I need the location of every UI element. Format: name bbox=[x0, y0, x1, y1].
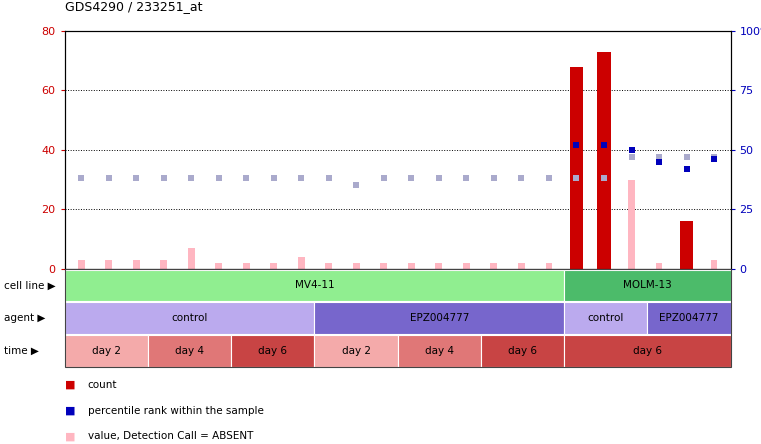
Bar bbox=[518, 263, 525, 269]
Text: day 6: day 6 bbox=[258, 346, 287, 356]
Bar bbox=[655, 263, 663, 269]
Text: day 4: day 4 bbox=[425, 346, 454, 356]
Text: MOLM-13: MOLM-13 bbox=[623, 281, 672, 290]
Bar bbox=[711, 260, 718, 269]
Text: control: control bbox=[587, 313, 624, 323]
Bar bbox=[683, 263, 690, 269]
Bar bbox=[597, 52, 611, 269]
Text: day 2: day 2 bbox=[342, 346, 371, 356]
Bar bbox=[353, 263, 360, 269]
Bar bbox=[298, 257, 304, 269]
Bar bbox=[628, 179, 635, 269]
Bar bbox=[132, 260, 140, 269]
Text: ■: ■ bbox=[65, 380, 75, 390]
Bar bbox=[680, 221, 693, 269]
Bar bbox=[573, 263, 580, 269]
Text: day 6: day 6 bbox=[508, 346, 537, 356]
Text: day 6: day 6 bbox=[633, 346, 662, 356]
Text: ■: ■ bbox=[65, 432, 75, 441]
Text: value, Detection Call = ABSENT: value, Detection Call = ABSENT bbox=[88, 432, 253, 441]
Text: EPZ004777: EPZ004777 bbox=[659, 313, 718, 323]
Bar bbox=[78, 260, 84, 269]
Text: EPZ004777: EPZ004777 bbox=[409, 313, 469, 323]
Text: ■: ■ bbox=[65, 406, 75, 416]
Text: GDS4290 / 233251_at: GDS4290 / 233251_at bbox=[65, 0, 202, 13]
Bar bbox=[270, 263, 277, 269]
Text: day 2: day 2 bbox=[92, 346, 121, 356]
Bar bbox=[435, 263, 442, 269]
Bar bbox=[326, 263, 333, 269]
Bar bbox=[161, 260, 167, 269]
Bar bbox=[380, 263, 387, 269]
Bar bbox=[188, 248, 195, 269]
Bar bbox=[463, 263, 470, 269]
Bar bbox=[105, 260, 112, 269]
Text: day 4: day 4 bbox=[175, 346, 204, 356]
Bar bbox=[215, 263, 222, 269]
Text: time ▶: time ▶ bbox=[4, 346, 39, 356]
Bar bbox=[600, 263, 607, 269]
Bar bbox=[491, 263, 498, 269]
Text: MV4-11: MV4-11 bbox=[295, 281, 334, 290]
Text: cell line ▶: cell line ▶ bbox=[4, 281, 56, 290]
Bar bbox=[408, 263, 415, 269]
Text: control: control bbox=[171, 313, 208, 323]
Text: percentile rank within the sample: percentile rank within the sample bbox=[88, 406, 263, 416]
Bar bbox=[546, 263, 552, 269]
Text: agent ▶: agent ▶ bbox=[4, 313, 45, 323]
Bar bbox=[243, 263, 250, 269]
Text: count: count bbox=[88, 380, 117, 390]
Bar bbox=[569, 67, 584, 269]
